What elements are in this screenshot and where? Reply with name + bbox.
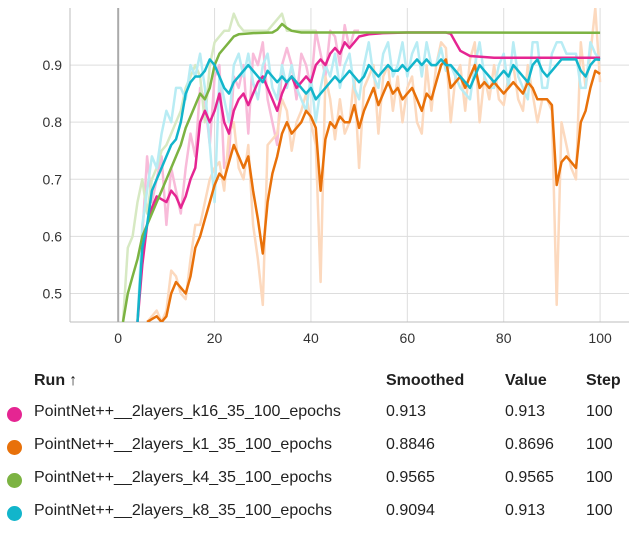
smoothed-value: 0.8846 — [386, 436, 435, 453]
raw-series-line — [136, 41, 602, 322]
x-tick-label: 100 — [588, 330, 612, 346]
y-tick-label: 0.9 — [43, 57, 63, 73]
run-header-label: Run — [34, 372, 66, 389]
raw-value: 0.9565 — [505, 469, 554, 486]
line-chart: 0 20 40 60 80 100 0.5 0.6 0.7 0.8 0.9 — [43, 8, 629, 346]
chart-grid — [70, 8, 629, 322]
smoothed-series-line — [121, 22, 601, 322]
run-row[interactable]: PointNet++__2layers_k1_35_100_epochs 0.88… — [0, 430, 629, 460]
y-tick-label: 0.6 — [43, 228, 63, 244]
run-color-swatch — [7, 440, 22, 455]
x-tick-label: 40 — [303, 330, 319, 346]
tick-labels: 0 20 40 60 80 100 0.5 0.6 0.7 0.8 0.9 — [43, 57, 612, 346]
smoothed-column-header: Smoothed — [386, 372, 465, 389]
run-name: PointNet++__2layers_k1_35_100_epochs — [34, 436, 333, 453]
raw-value: 0.913 — [505, 403, 546, 420]
smoothed-series-line — [136, 58, 601, 322]
run-name: PointNet++__2layers_k8_35_100_epochs — [34, 502, 333, 519]
y-tick-label: 0.5 — [43, 285, 63, 301]
raw-series-line — [146, 8, 602, 322]
run-row[interactable]: PointNet++__2layers_k8_35_100_epochs 0.90… — [0, 496, 629, 526]
smoothed-value: 0.9094 — [386, 502, 435, 519]
raw-value: 0.8696 — [505, 436, 554, 453]
step-value: 100 — [586, 502, 613, 519]
run-row[interactable]: PointNet++__2layers_k4_35_100_epochs 0.95… — [0, 463, 629, 493]
raw-series-line — [121, 12, 316, 322]
smoothed-series-lines — [121, 22, 601, 322]
x-tick-label: 0 — [114, 330, 122, 346]
smoothed-series-line — [136, 31, 601, 322]
run-row[interactable]: PointNet++__2layers_k16_35_100_epochs 0.9… — [0, 397, 629, 427]
step-value: 100 — [586, 436, 613, 453]
run-color-swatch — [7, 407, 22, 422]
run-name: PointNet++__2layers_k4_35_100_epochs — [34, 469, 333, 486]
smoothed-series-line — [146, 58, 601, 322]
smoothed-value: 0.9565 — [386, 469, 435, 486]
x-tick-label: 20 — [207, 330, 223, 346]
step-value: 100 — [586, 403, 613, 420]
smoothed-value: 0.913 — [386, 403, 427, 420]
y-tick-label: 0.7 — [43, 171, 63, 187]
run-name: PointNet++__2layers_k16_35_100_epochs — [34, 403, 341, 420]
x-tick-label: 60 — [400, 330, 416, 346]
y-tick-label: 0.8 — [43, 114, 63, 130]
step-value: 100 — [586, 469, 613, 486]
run-column-header[interactable]: Run ↑ — [34, 372, 77, 390]
sort-ascending-icon[interactable]: ↑ — [69, 372, 78, 389]
runs-table-header: Run ↑ Smoothed Value Step — [0, 366, 629, 396]
raw-value: 0.913 — [505, 502, 546, 519]
run-color-swatch — [7, 506, 22, 521]
run-color-swatch — [7, 473, 22, 488]
value-column-header: Value — [505, 372, 547, 389]
x-tick-label: 80 — [496, 330, 512, 346]
step-column-header: Step — [586, 372, 621, 389]
